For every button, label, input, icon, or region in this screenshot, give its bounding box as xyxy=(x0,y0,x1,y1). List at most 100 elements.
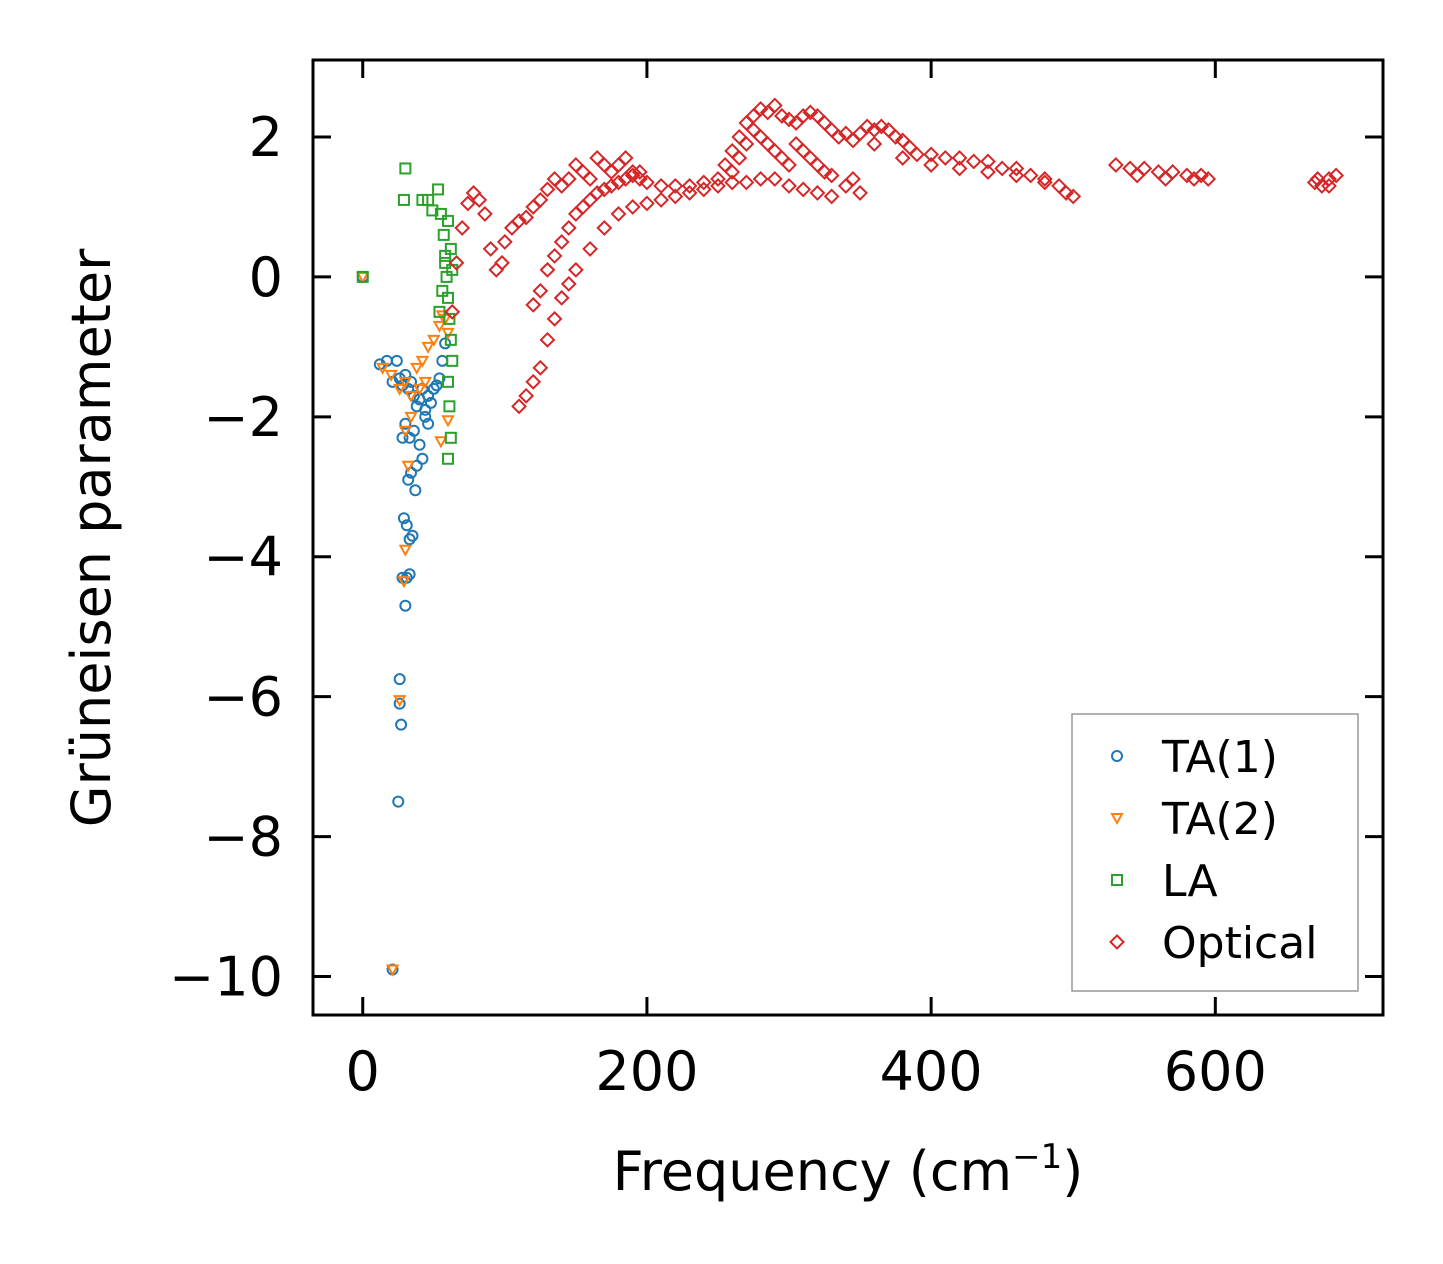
y-tick-label: 0 xyxy=(249,246,283,309)
data-point xyxy=(738,174,755,191)
data-point xyxy=(404,390,418,403)
legend-label: LA xyxy=(1162,856,1218,907)
data-point xyxy=(444,431,457,444)
data-point xyxy=(582,240,599,257)
data-point xyxy=(396,431,409,444)
data-point xyxy=(392,695,407,708)
data-point xyxy=(444,303,461,320)
data-point xyxy=(397,576,411,589)
data-point xyxy=(965,153,982,170)
data-point xyxy=(401,460,415,473)
data-point xyxy=(795,181,812,198)
data-point xyxy=(695,174,712,191)
data-point xyxy=(1306,174,1323,191)
data-point xyxy=(909,146,925,163)
data-point xyxy=(471,192,488,208)
data-point xyxy=(809,185,826,201)
data-point xyxy=(951,150,968,166)
data-point xyxy=(866,136,883,152)
data-point xyxy=(433,372,446,385)
data-point xyxy=(610,206,627,222)
data-point xyxy=(617,150,634,166)
data-point xyxy=(444,333,457,346)
x-tick-label: 200 xyxy=(595,1040,698,1103)
data-point xyxy=(436,284,449,297)
data-point xyxy=(681,185,698,201)
data-point xyxy=(1200,171,1217,187)
data-point xyxy=(639,195,655,212)
data-point xyxy=(1178,167,1195,184)
data-point xyxy=(392,795,405,808)
data-point xyxy=(434,436,448,449)
legend-marker xyxy=(1111,750,1123,762)
data-point xyxy=(560,275,577,292)
data-point xyxy=(1129,167,1146,184)
data-point xyxy=(816,164,833,180)
series-ta-2 xyxy=(356,271,455,977)
data-point xyxy=(405,466,418,479)
x-axis-title-superscript: −1 xyxy=(1012,1137,1062,1177)
data-point xyxy=(356,270,369,283)
data-point xyxy=(1036,174,1053,191)
data-point xyxy=(419,403,432,416)
data-point xyxy=(422,389,435,402)
data-point xyxy=(398,544,413,557)
data-point xyxy=(710,171,726,187)
data-point xyxy=(724,174,741,191)
x-tick-label: 400 xyxy=(880,1040,983,1103)
data-point xyxy=(494,254,510,271)
data-point xyxy=(437,228,450,241)
data-point xyxy=(1157,171,1174,187)
legend-marker xyxy=(1110,813,1124,826)
data-point xyxy=(459,195,476,212)
data-point xyxy=(430,379,443,392)
data-point xyxy=(873,118,890,135)
data-point xyxy=(923,157,940,173)
data-point xyxy=(393,697,406,710)
data-point xyxy=(532,359,549,376)
data-point xyxy=(802,104,819,121)
data-point xyxy=(443,400,456,413)
data-point xyxy=(887,129,904,145)
data-point xyxy=(653,192,670,208)
data-point xyxy=(399,599,412,612)
data-point xyxy=(410,362,424,375)
data-point xyxy=(774,108,790,124)
axis-tick-labels: 0 200 400 600 −10 −8 −6 −4 −2 0 2 xyxy=(169,106,1267,1103)
data-point xyxy=(724,164,741,180)
data-point xyxy=(421,341,435,354)
data-point xyxy=(400,519,413,532)
legend-label: TA(2) xyxy=(1161,794,1278,845)
data-point xyxy=(546,247,563,264)
data-point xyxy=(443,312,456,325)
data-point xyxy=(617,171,634,187)
data-point xyxy=(532,282,549,299)
data-point xyxy=(454,219,471,236)
data-point xyxy=(441,375,454,388)
data-point xyxy=(403,533,416,546)
data-point xyxy=(553,289,570,306)
data-point xyxy=(511,213,527,229)
data-point xyxy=(781,157,797,173)
data-point xyxy=(432,183,445,196)
data-point xyxy=(951,160,968,177)
y-tick-label: 2 xyxy=(249,106,283,169)
data-point xyxy=(1186,171,1202,187)
legend: TA(1) TA(2) LA Optical xyxy=(1071,713,1359,992)
data-points xyxy=(356,97,1345,977)
data-point xyxy=(589,185,606,201)
data-point xyxy=(427,382,440,395)
series-ta-1 xyxy=(356,270,452,976)
data-point xyxy=(418,376,432,389)
data-point xyxy=(448,254,465,271)
data-point xyxy=(539,331,556,348)
data-point xyxy=(937,150,954,166)
data-point xyxy=(1065,188,1082,205)
axis-ticks xyxy=(313,60,1383,1015)
data-point xyxy=(419,410,432,423)
data-point xyxy=(1022,167,1039,184)
data-point xyxy=(596,219,613,236)
data-point xyxy=(393,673,406,686)
data-point xyxy=(477,206,493,222)
